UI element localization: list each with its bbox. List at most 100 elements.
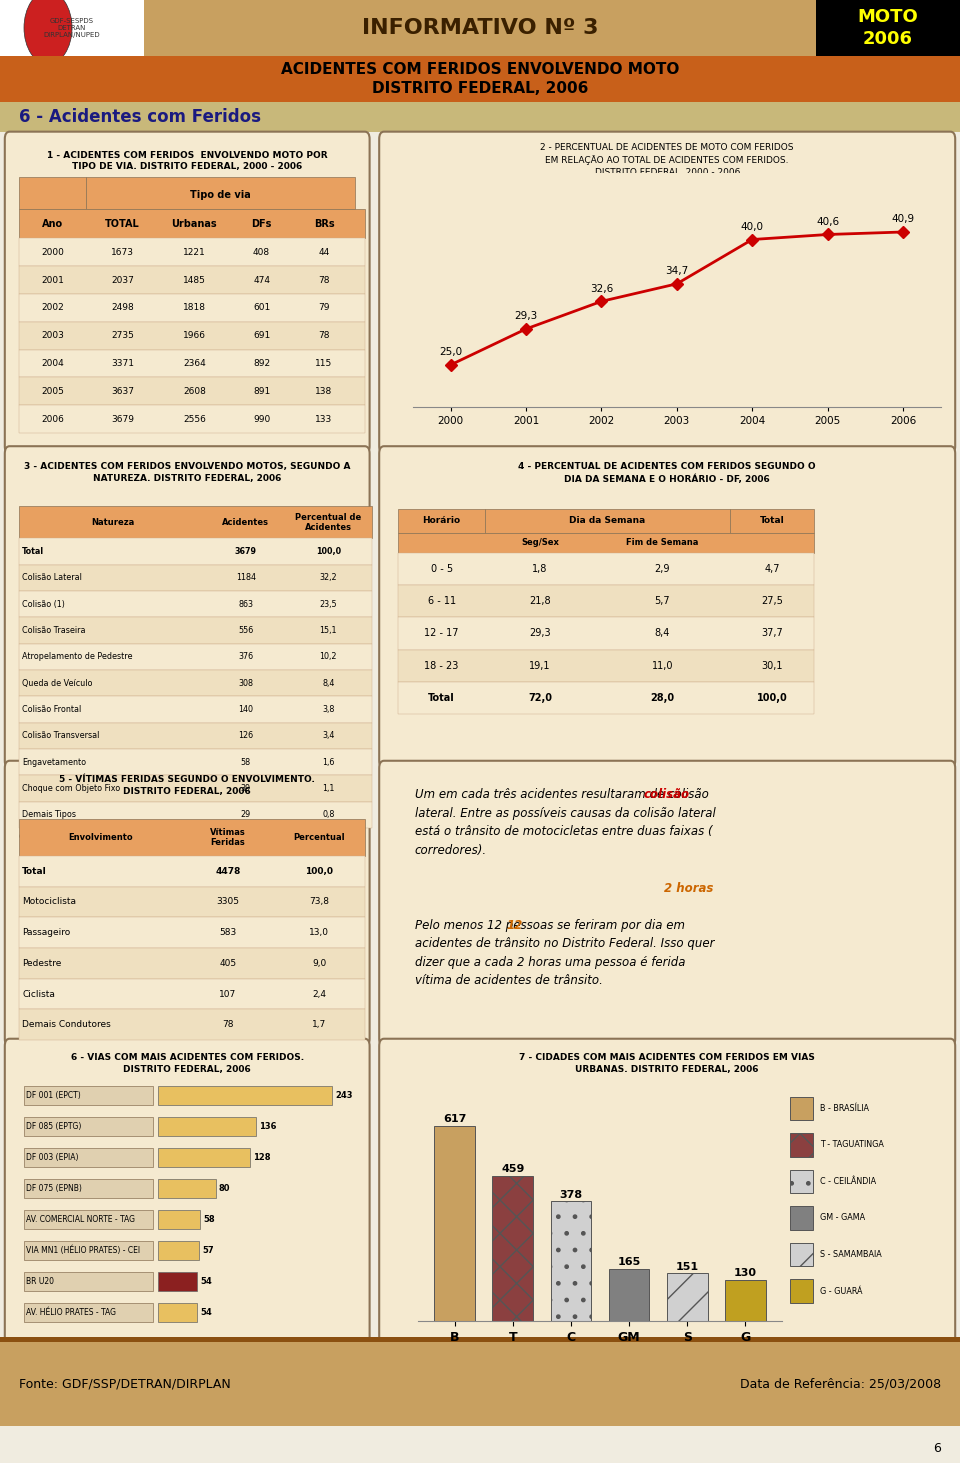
Text: 2037: 2037 [111,275,133,285]
Bar [398,585,814,617]
Text: 2364: 2364 [183,358,205,369]
Bar [158,1116,255,1135]
Text: 891: 891 [253,386,270,396]
Bar [24,1116,153,1135]
Text: 0,8: 0,8 [323,811,334,819]
Text: AV. HÉLIO PRATES - TAG: AV. HÉLIO PRATES - TAG [26,1308,116,1317]
Text: 0 - 5: 0 - 5 [430,565,453,573]
Text: VIA MN1 (HÉLIO PRATES) - CEI: VIA MN1 (HÉLIO PRATES) - CEI [26,1246,140,1255]
Text: 40,0: 40,0 [741,222,764,231]
Bar [144,0,816,56]
Bar [725,1280,766,1321]
Text: Atropelamento de Pedestre: Atropelamento de Pedestre [22,652,132,661]
Text: Acidentes: Acidentes [223,518,269,527]
Text: 1,7: 1,7 [312,1020,326,1030]
Text: 128: 128 [253,1153,271,1162]
Bar [19,1009,365,1040]
Bar [19,591,372,617]
Text: Total: Total [759,516,784,525]
Bar [19,209,365,238]
Bar [19,819,365,856]
Text: BR U20: BR U20 [26,1277,54,1286]
Bar [24,1304,153,1323]
Bar [0,56,960,102]
Bar [19,802,372,828]
Bar [19,979,365,1009]
Bar [398,617,814,650]
Text: 3 - ACIDENTES COM FERIDOS ENVOLVENDO MOTOS, SEGUNDO A
NATUREZA. DISTRITO FEDERAL: 3 - ACIDENTES COM FERIDOS ENVOLVENDO MOT… [24,462,350,483]
Bar [24,1210,153,1229]
Text: Ciclista: Ciclista [22,989,55,999]
Bar [550,1201,591,1321]
Text: 165: 165 [617,1257,640,1267]
Text: 2005: 2005 [41,386,64,396]
Text: 30,1: 30,1 [761,661,782,670]
Text: Natureza: Natureza [91,518,134,527]
Text: 3371: 3371 [111,358,133,369]
Text: 4478: 4478 [215,866,241,876]
Text: 7 - CIDADES COM MAIS ACIDENTES COM FERIDOS EM VIAS
URBANAS. DISTRITO FEDERAL, 20: 7 - CIDADES COM MAIS ACIDENTES COM FERID… [519,1053,815,1074]
Bar [19,565,372,591]
Text: 100,0: 100,0 [316,547,341,556]
Text: 32,6: 32,6 [589,284,613,294]
Text: 3637: 3637 [111,386,133,396]
Text: 58: 58 [241,758,251,767]
Text: T - TAGUATINGA: T - TAGUATINGA [820,1141,884,1150]
Text: 2498: 2498 [111,303,133,313]
Bar [158,1273,197,1292]
Text: 601: 601 [253,303,270,313]
Text: Total: Total [22,547,44,556]
Text: 37,7: 37,7 [761,629,782,638]
Bar [24,1273,153,1292]
Text: 3,4: 3,4 [323,732,334,740]
Bar [398,682,814,714]
Text: 44: 44 [319,247,329,257]
Text: 39: 39 [241,784,251,793]
Text: 1,8: 1,8 [532,565,548,573]
Text: 4 - PERCENTUAL DE ACIDENTES COM FERIDOS SEGUNDO O
DIA DA SEMANA E O HORÁRIO - DF: 4 - PERCENTUAL DE ACIDENTES COM FERIDOS … [518,462,816,484]
Text: 73,8: 73,8 [309,897,329,907]
Text: Demais Condutores: Demais Condutores [22,1020,110,1030]
Text: 34,7: 34,7 [665,266,688,277]
Text: INFORMATIVO Nº 3: INFORMATIVO Nº 3 [362,18,598,38]
Text: 474: 474 [253,275,270,285]
FancyBboxPatch shape [5,132,370,454]
Text: 78: 78 [319,275,329,285]
Bar [790,1280,813,1302]
Text: B - BRASÍLIA: B - BRASÍLIA [820,1105,869,1113]
Bar [0,102,960,132]
Text: 459: 459 [501,1165,524,1175]
Bar [158,1210,200,1229]
Bar [398,533,814,553]
Text: Pelo menos 12 pessoas se feriram por dia em
acidentes de trânsito no Distrito Fe: Pelo menos 12 pessoas se feriram por dia… [415,919,714,988]
Bar [19,670,372,696]
Text: 1,1: 1,1 [323,784,334,793]
Text: 58: 58 [204,1216,215,1225]
Bar [19,723,372,749]
Text: 12 - 17: 12 - 17 [424,629,459,638]
Text: 23,5: 23,5 [320,600,337,609]
Text: 308: 308 [238,679,253,688]
FancyBboxPatch shape [5,761,370,1046]
Text: Colisão Traseira: Colisão Traseira [22,626,85,635]
Text: Passageiro: Passageiro [22,928,70,938]
Bar [24,1241,153,1260]
Text: 3679: 3679 [111,414,133,424]
Text: 617: 617 [443,1115,467,1124]
FancyBboxPatch shape [5,1039,370,1346]
FancyBboxPatch shape [379,1039,955,1346]
Text: 691: 691 [253,331,270,341]
Text: 19,1: 19,1 [529,661,551,670]
Text: 1818: 1818 [183,303,205,313]
Text: Ano: Ano [42,219,63,228]
Bar [667,1273,708,1321]
Bar [790,1170,813,1192]
Text: 21,8: 21,8 [529,597,551,606]
Text: Dia da Semana: Dia da Semana [569,516,645,525]
Text: 2001: 2001 [41,275,64,285]
Text: Horário: Horário [422,516,461,525]
Text: DF 003 (EPIA): DF 003 (EPIA) [26,1153,79,1162]
Text: 100,0: 100,0 [756,693,787,702]
Bar [19,177,86,209]
Text: 2608: 2608 [183,386,205,396]
